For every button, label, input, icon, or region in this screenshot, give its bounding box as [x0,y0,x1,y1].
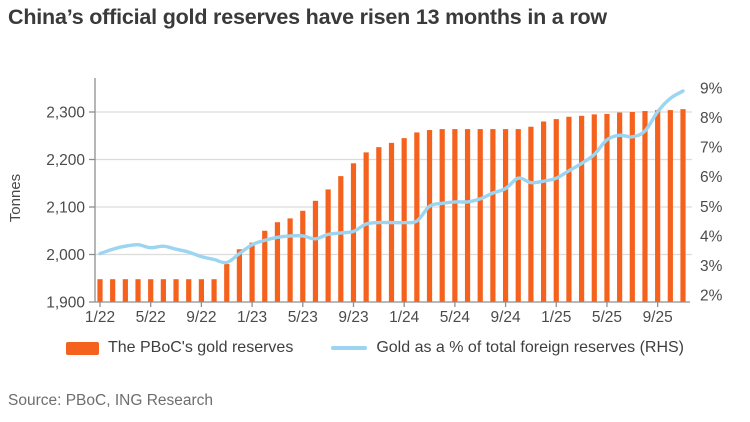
bar [566,116,572,302]
axis-tick-labels: 1,900 2,000 2,100 2,200 2,300 2% 3% 4% 5% 6% 7% 8% 9… [46,81,722,326]
left-axis-tick-label: 2,100 [46,200,85,217]
x-axis-tick-label: 9/23 [338,309,368,326]
bar [553,119,559,302]
bar [528,126,534,302]
bar [655,110,661,302]
left-axis-title: Tonnes [7,174,24,222]
bar [667,110,673,302]
bar [477,129,483,302]
bar [198,279,204,302]
bar-series [97,109,686,303]
gold-reserves-chart: Tonnes 1,900 2,000 2,100 2,200 2,300 2% 3% 4% 5%… [7,78,723,326]
chart-title: China’s official gold reserves have rise… [8,5,607,29]
right-axis-tick-label: 2% [700,288,723,305]
bar [376,147,382,302]
bar [160,279,166,302]
x-axis-tick-label: 5/23 [288,309,318,326]
bar [186,279,192,302]
bar [224,264,230,302]
bar [135,279,141,302]
bar [236,249,243,302]
line-series [98,89,685,265]
bar [452,129,458,302]
x-axis-tick-label: 9/25 [643,309,673,326]
bar [591,114,597,302]
bar [262,230,268,302]
legend-item-gold-percent: Gold as a % of total foreign reserves (R… [331,339,684,357]
x-axis-tick-label: 1/25 [541,309,571,326]
bar [287,218,293,302]
bar [325,189,331,302]
bar [300,210,306,302]
bar [338,176,344,302]
reserves-percent-line [98,89,685,265]
axes [89,78,690,307]
bar [502,129,509,302]
bar [173,279,179,302]
bar [122,279,128,302]
legend: The PBoC's gold reserves Gold as a % of … [0,339,750,357]
x-axis-tick-label: 5/22 [136,309,166,326]
legend-label-gold-reserves: The PBoC's gold reserves [107,339,294,356]
bar [401,138,407,302]
x-axis-tick-label: 1/22 [85,309,115,326]
bar [642,111,648,302]
legend-item-gold-reserves: The PBoC's gold reserves [65,339,294,357]
bar [274,222,281,302]
left-axis-tick-label: 1,900 [46,295,85,312]
bar [540,121,547,302]
right-axis-tick-label: 8% [700,110,723,127]
bar [617,112,623,302]
bar [97,279,103,302]
x-axis-tick-label: 5/24 [440,309,471,326]
bar [110,279,116,302]
bar [629,112,635,302]
bar [414,132,420,302]
bar [490,129,496,302]
right-axis-tick-label: 9% [700,81,723,98]
bar [439,129,445,302]
bar [211,279,217,302]
source-note: Source: PBoC, ING Research [8,392,214,409]
x-axis-tick-label: 9/22 [186,309,216,326]
bar [363,152,369,302]
left-axis-tick-label: 2,200 [46,152,85,169]
right-axis-tick-label: 5% [700,199,723,216]
x-axis-tick-label: 5/25 [592,309,622,326]
bar [312,200,319,302]
left-axis-tick-label: 2,300 [46,105,85,122]
x-axis-tick-label: 1/23 [237,309,267,326]
bar [148,279,154,302]
bar [604,113,610,303]
right-axis-tick-label: 3% [700,258,723,275]
right-axis-tick-label: 6% [700,169,723,186]
bar [515,129,521,302]
bar [680,109,686,303]
right-axis-tick-label: 7% [700,140,723,157]
bar-series-swatch [65,341,99,355]
left-axis-tick-label: 2,000 [46,247,85,264]
bar [426,130,433,302]
right-axis-tick-label: 4% [700,228,723,245]
line-series-swatch [331,346,368,350]
x-axis-tick-label: 1/24 [389,309,420,326]
bar [579,115,585,302]
bar [464,129,471,302]
bar [249,242,255,302]
legend-label-gold-percent: Gold as a % of total foreign reserves (R… [376,339,685,356]
x-axis-tick-label: 9/24 [490,309,521,326]
